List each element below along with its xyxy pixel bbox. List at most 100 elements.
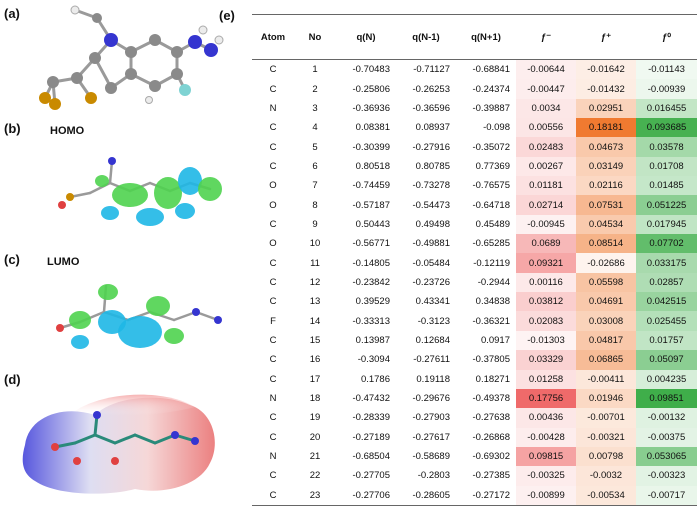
cell-f-plus: 0.00798 — [576, 446, 636, 467]
cell-qn-minus-1: 0.19118 — [416, 373, 450, 385]
table-row: C 17 0.1786 0.19118 0.18271 0.01258 -0.00411 0.… — [252, 369, 697, 389]
cell-f-zero: 0.01485 — [636, 176, 697, 196]
esp-map-image — [22, 394, 215, 494]
cell-qn-minus-1: -0.54473 — [412, 199, 450, 211]
cell-f-zero: 0.051225 — [636, 195, 697, 215]
header-qn-minus-1: q(N-1) — [396, 14, 456, 60]
cell-f-zero: -0.00132 — [636, 408, 697, 428]
cell-qn-plus-1: 0.0917 — [480, 334, 510, 346]
cell-no: 21 — [309, 451, 321, 463]
homo-orbital-image — [58, 157, 222, 226]
panel-label-a: (a) — [4, 6, 20, 21]
cell-f-minus: -0.00325 — [516, 466, 576, 486]
cell-f-zero: 0.025455 — [636, 311, 697, 331]
cell-f-minus: 0.03812 — [516, 292, 576, 312]
cell-atom: C — [269, 141, 277, 153]
cell-qn-plus-1: -0.68841 — [472, 64, 510, 76]
table-row: C 12 -0.23842 -0.23726 -0.2944 0.00116 0.05598… — [252, 272, 697, 293]
cell-f-plus: 0.01946 — [576, 388, 636, 409]
cell-f-zero: 0.02857 — [636, 272, 697, 293]
cell-atom: O — [269, 199, 277, 211]
cell-f-minus: -0.00644 — [516, 59, 576, 80]
cell-qn-plus-1: -0.69302 — [472, 451, 510, 463]
panel-label-d: (d) — [4, 372, 21, 387]
table-row: O 10 -0.56771 -0.49881 -0.65285 0.0689 0.08514… — [252, 234, 697, 254]
table-header-row: Atom No q(N) q(N-1) q(N+1) ƒ⁻ ƒ⁺ ƒ⁰ — [252, 14, 697, 60]
cell-no: 2 — [312, 83, 318, 95]
cell-f-plus: 0.18181 — [576, 118, 636, 138]
cell-qn: -0.27705 — [352, 470, 390, 482]
cell-f-minus: 0.0689 — [516, 234, 576, 254]
cell-f-plus: 0.04534 — [576, 214, 636, 235]
cell-qn-minus-1: -0.58689 — [412, 451, 450, 463]
cell-qn-plus-1: -0.12119 — [473, 257, 510, 269]
cell-no: 22 — [309, 470, 321, 482]
cell-qn-minus-1: 0.43341 — [415, 296, 450, 308]
cell-atom: C — [269, 412, 277, 424]
cell-qn-minus-1: -0.26253 — [412, 83, 450, 95]
cell-no: 13 — [309, 296, 321, 308]
table-row: C 4 0.08381 0.08937 -0.098 0.00556 0.18181 0.09… — [252, 118, 697, 138]
cell-atom: N — [269, 102, 277, 114]
cell-qn-plus-1: 0.34838 — [475, 296, 510, 308]
cell-atom: C — [269, 64, 277, 76]
cell-f-minus: -0.00428 — [516, 427, 576, 447]
table-row: C 16 -0.3094 -0.27611 -0.37805 0.03329 0.06865… — [252, 350, 697, 370]
cell-no: 8 — [312, 199, 318, 211]
cell-f-minus: -0.00447 — [516, 79, 576, 99]
cell-f-plus: 0.02116 — [576, 176, 636, 196]
cell-f-minus: 0.00436 — [516, 408, 576, 428]
cell-f-minus: 0.02714 — [516, 195, 576, 215]
cell-qn: -0.47432 — [352, 393, 390, 405]
cell-qn: -0.27189 — [352, 431, 390, 443]
cell-f-zero: 0.07702 — [636, 234, 697, 254]
cell-f-zero: 0.05097 — [636, 350, 697, 370]
cell-no: 12 — [309, 276, 321, 288]
table-row: N 3 -0.36936 -0.36596 -0.39887 0.0034 0.02951 0… — [252, 98, 697, 119]
panel-label-e: (e) — [219, 8, 235, 23]
cell-atom: C — [269, 257, 277, 269]
cell-atom: C — [269, 122, 277, 134]
cell-f-minus: 0.09815 — [516, 446, 576, 467]
cell-f-plus: 0.03008 — [576, 311, 636, 331]
table-row: O 8 -0.57187 -0.54473 -0.64718 0.02714 0.07531… — [252, 195, 697, 215]
table-row: N 18 -0.47432 -0.29676 -0.49378 0.17756 0.0194… — [252, 388, 697, 409]
cell-atom: C — [269, 354, 277, 366]
cell-atom: F — [270, 315, 276, 327]
cell-qn-minus-1: -0.2803 — [417, 470, 450, 482]
cell-f-minus: 0.00116 — [516, 272, 576, 293]
cell-qn-plus-1: -0.27638 — [472, 412, 510, 424]
cell-f-zero: -0.00717 — [636, 485, 697, 506]
table-row: C 9 0.50443 0.49498 0.45489 -0.00945 0.04534 0.… — [252, 214, 697, 235]
cell-f-zero: 0.016455 — [636, 98, 697, 119]
cell-no: 6 — [312, 160, 318, 172]
cell-qn-plus-1: -0.64718 — [472, 199, 510, 211]
cell-qn: -0.36936 — [352, 102, 390, 114]
cell-qn-minus-1: 0.80785 — [415, 160, 450, 172]
cell-no: 20 — [309, 431, 321, 443]
panel-label-c: (c) — [4, 252, 20, 267]
header-qn-plus-1: q(N+1) — [456, 14, 516, 60]
cell-qn-plus-1: -0.49378 — [472, 393, 510, 405]
cell-atom: O — [269, 238, 277, 250]
table-row: N 21 -0.68504 -0.58689 -0.69302 0.09815 0.0079… — [252, 446, 697, 467]
cell-f-minus: 0.09321 — [516, 253, 576, 273]
cell-qn: -0.28339 — [352, 412, 390, 424]
cell-qn: -0.14805 — [352, 257, 390, 269]
cell-qn: -0.23842 — [352, 276, 390, 288]
cell-f-zero: 0.042515 — [636, 292, 697, 312]
cell-f-plus: -0.00321 — [576, 427, 636, 447]
cell-atom: C — [269, 373, 277, 385]
cell-f-minus: 0.01181 — [516, 176, 576, 196]
cell-no: 3 — [312, 102, 318, 114]
cell-qn: -0.56771 — [352, 238, 390, 250]
cell-qn-plus-1: -0.65285 — [472, 238, 510, 250]
fukui-table: Atom No q(N) q(N-1) q(N+1) ƒ⁻ ƒ⁺ ƒ⁰ C 1 -0… — [252, 14, 697, 506]
cell-qn: -0.30399 — [352, 141, 390, 153]
cell-f-zero: -0.01143 — [636, 59, 697, 80]
cell-f-zero: -0.00323 — [636, 466, 697, 486]
cell-f-plus: -0.01642 — [576, 59, 636, 80]
lumo-orbital-image — [56, 284, 222, 349]
table-row: C 1 -0.70483 -0.71127 -0.68841 -0.00644 -0.016… — [252, 59, 697, 80]
cell-qn: 0.50443 — [355, 218, 390, 230]
